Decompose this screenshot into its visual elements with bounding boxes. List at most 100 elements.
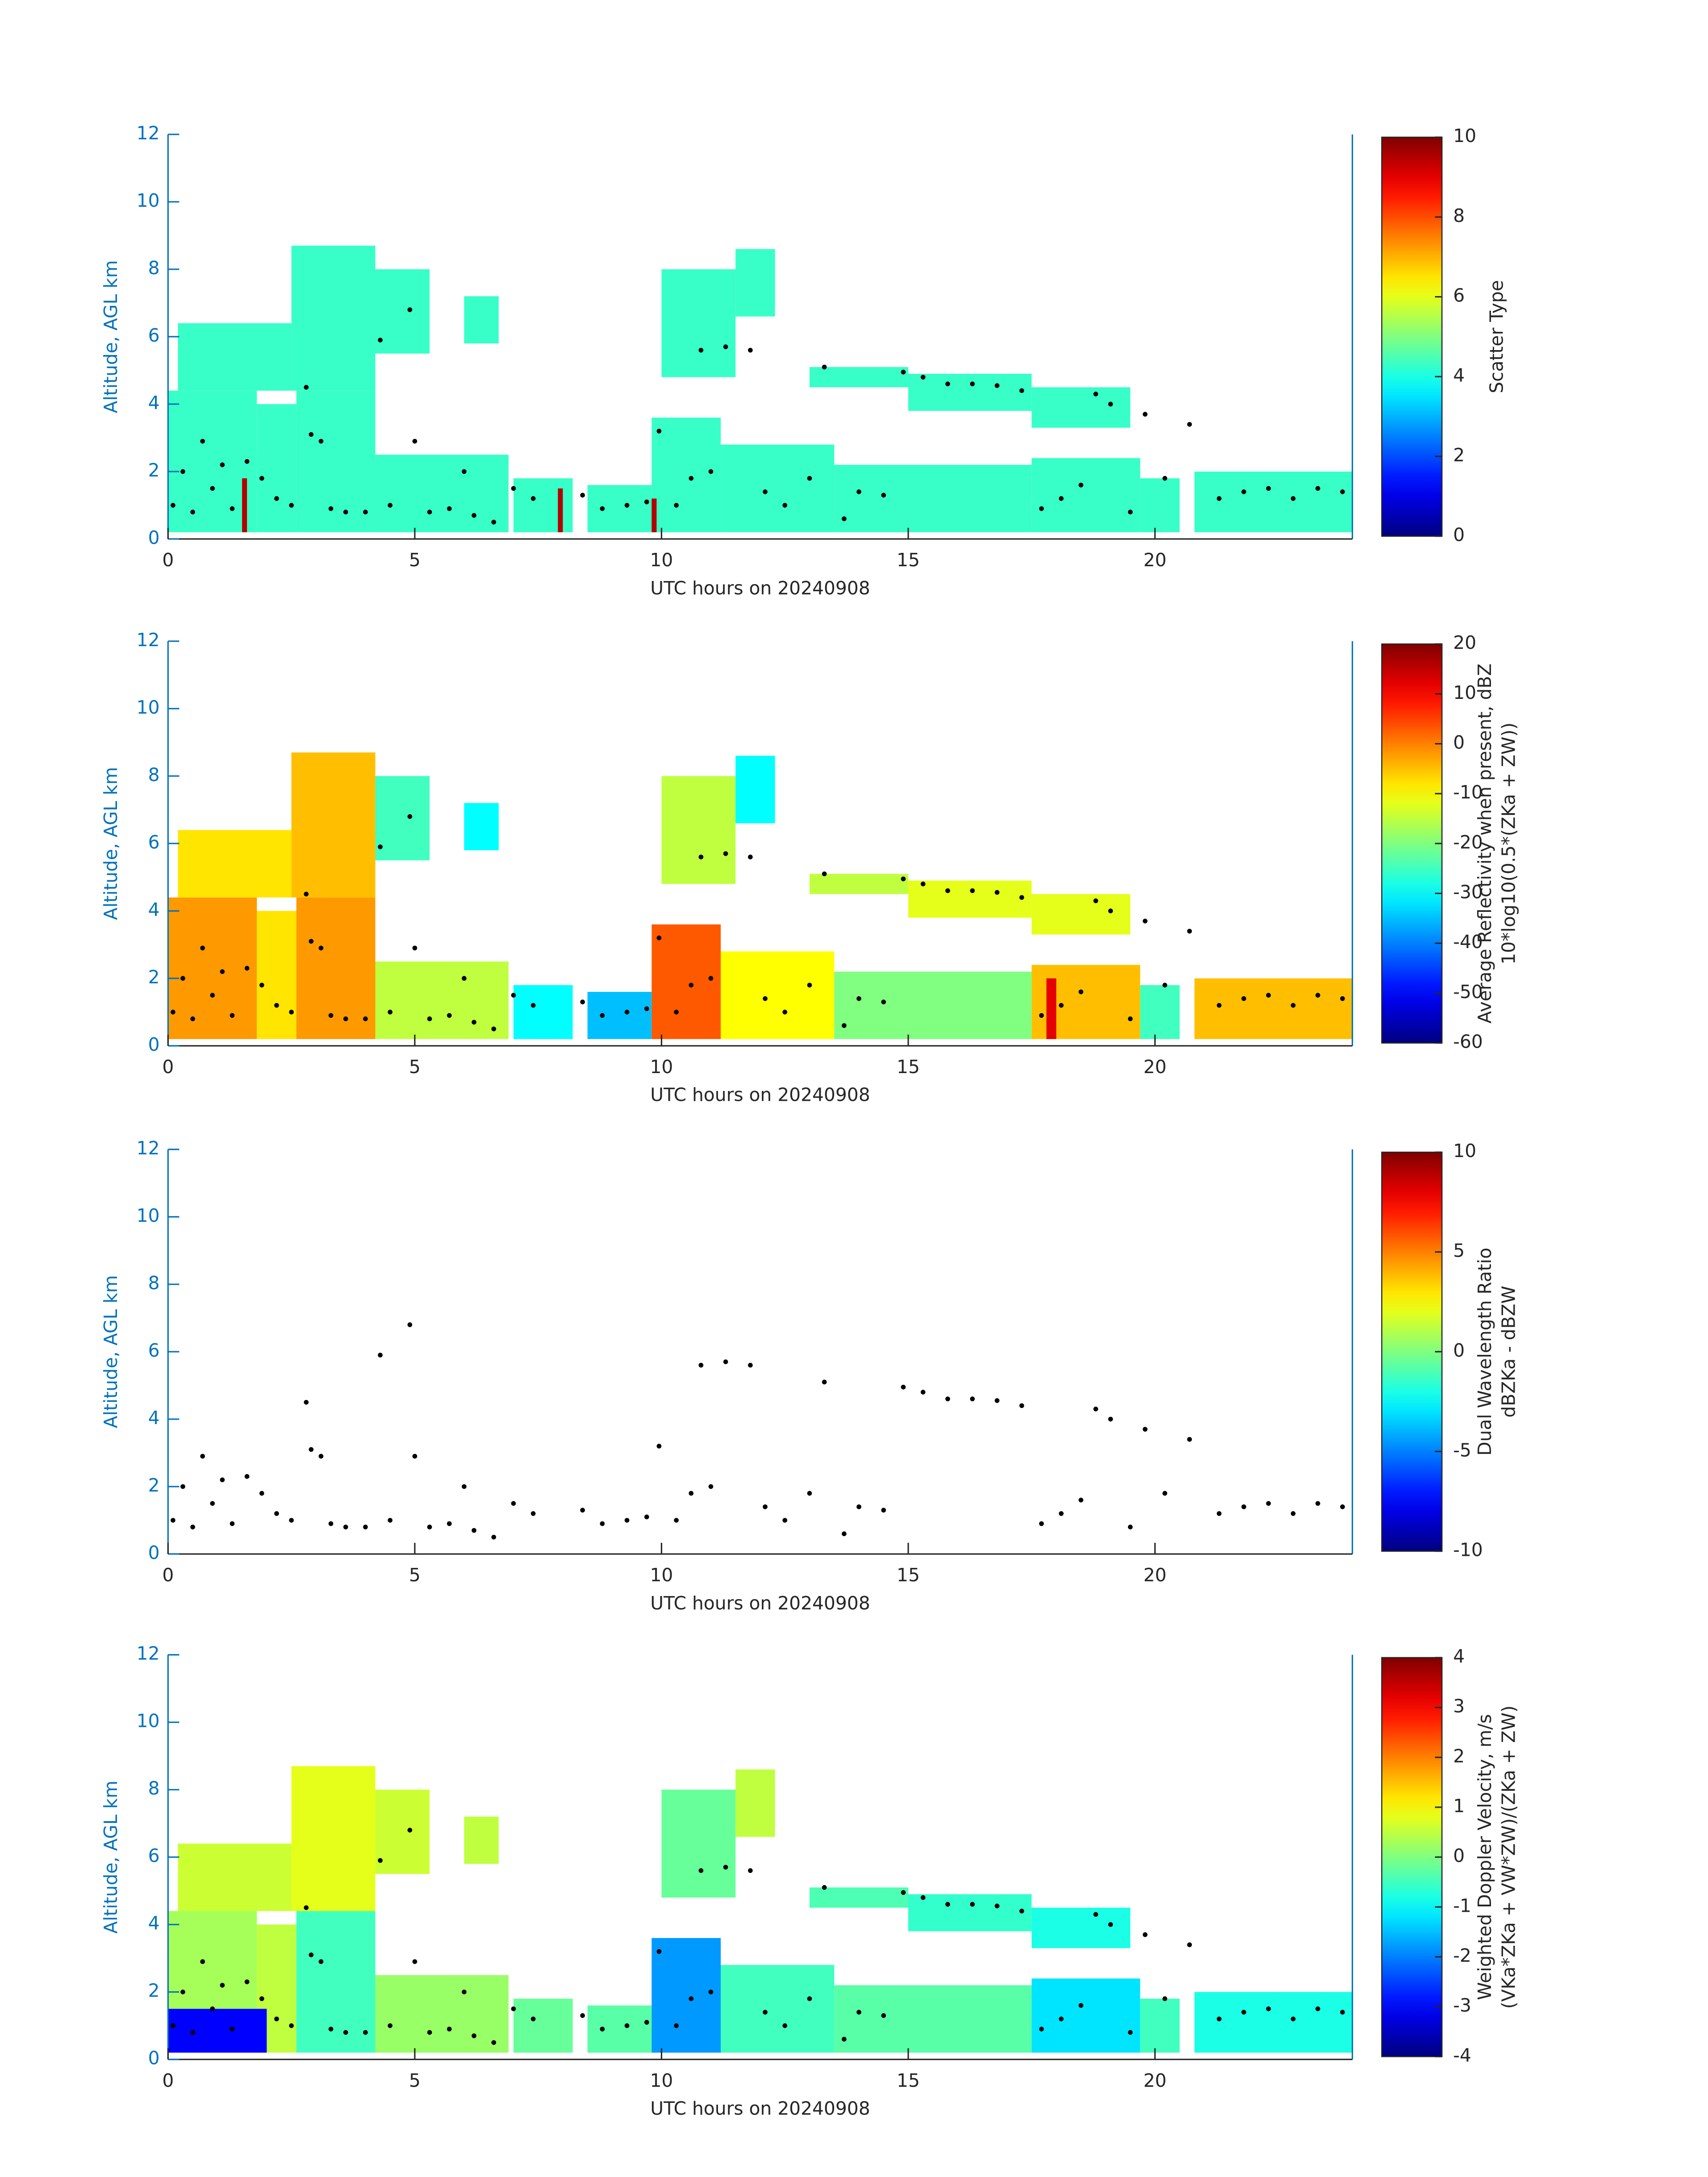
- cloud-base-point: [210, 1501, 215, 1506]
- x-axis-label: UTC hours on 20240908: [650, 1592, 870, 1614]
- cloud-base-point: [1315, 486, 1320, 491]
- cloud-base-point: [656, 1949, 662, 1954]
- colorbar: [1381, 1151, 1443, 1552]
- cloud-base-point: [230, 506, 235, 511]
- cloud-base-point: [708, 469, 714, 474]
- cloud-base-point: [407, 307, 413, 312]
- cloud-base-point: [200, 1959, 205, 1964]
- cloud-base-point: [970, 381, 975, 387]
- cloud-base-point: [171, 2023, 175, 2028]
- colorbar-tick-label: -50: [1453, 981, 1483, 1003]
- cloud-base-point: [656, 429, 662, 434]
- cloud-base-point: [920, 1895, 926, 1900]
- cloud-base-point: [1340, 1504, 1345, 1509]
- cloud-base-point: [920, 1390, 926, 1395]
- field-cell: [464, 1817, 499, 1864]
- x-tick-label: 20: [1144, 549, 1167, 571]
- cloud-base-point: [1216, 1511, 1222, 1516]
- cloud-base-point: [580, 999, 585, 1005]
- field-cell: [1194, 1992, 1353, 2053]
- cloud-base-point: [363, 2030, 368, 2035]
- cloud-base-point: [171, 1518, 175, 1523]
- x-tick-label: 10: [650, 1564, 673, 1586]
- cloud-base-point: [304, 1905, 309, 1910]
- cloud-base-point: [1290, 496, 1296, 501]
- field-cell: [721, 1965, 835, 2053]
- cloud-base-point: [171, 503, 175, 508]
- field-cell: [587, 992, 652, 1039]
- field-cell: [1031, 1907, 1131, 1948]
- cloud-base-point: [491, 519, 497, 525]
- cloud-base-point: [230, 2027, 235, 2032]
- cloud-base-point: [530, 2016, 536, 2022]
- colorbar-tick-label: 0: [1453, 1340, 1465, 1361]
- cloud-base-point: [363, 1016, 368, 1021]
- cloud-base-point: [763, 996, 768, 1001]
- cloud-base-point: [200, 439, 205, 444]
- cloud-base-point: [708, 976, 714, 981]
- cloud-base-point: [289, 2023, 294, 2028]
- field-cell: [809, 1887, 908, 1908]
- cloud-base-point: [822, 364, 827, 370]
- field-cell: [1046, 978, 1057, 1039]
- field-cell: [651, 924, 721, 1039]
- cloud-base-point: [1059, 1003, 1064, 1008]
- field-cell: [587, 2005, 652, 2053]
- field-cell: [908, 880, 1032, 918]
- cloud-base-point: [945, 1902, 950, 1907]
- cloud-base-point: [807, 1996, 812, 2002]
- cloud-base-point: [856, 996, 861, 1001]
- field-cell: [651, 498, 657, 532]
- cloud-base-point: [822, 1885, 827, 1890]
- x-tick-label: 0: [162, 1056, 174, 1078]
- cloud-base-point: [220, 462, 225, 468]
- cloud-base-point: [1187, 422, 1192, 427]
- cloud-base-point: [309, 432, 314, 437]
- field-cell: [587, 485, 652, 532]
- x-tick-label: 0: [162, 549, 174, 571]
- colorbar-label: Dual Wavelength Ratio: [1474, 1248, 1495, 1456]
- x-tick-label: 20: [1144, 1056, 1167, 1078]
- cloud-base-point: [447, 1013, 452, 1018]
- cloud-base-point: [624, 1010, 630, 1015]
- field-cell: [721, 444, 835, 532]
- cloud-base-point: [644, 1514, 649, 1520]
- cloud-base-point: [210, 486, 215, 491]
- cloud-base-point: [407, 814, 413, 819]
- x-tick-label: 5: [409, 1056, 421, 1078]
- field-cell: [721, 951, 835, 1039]
- cloud-base-point: [328, 506, 334, 511]
- cloud-base-point: [491, 1026, 497, 1032]
- cloud-base-point: [190, 1525, 195, 1529]
- colorbar-tick-label: 3: [1453, 1696, 1465, 1717]
- cloud-base-point: [274, 496, 279, 501]
- cloud-base-point: [644, 2020, 649, 2025]
- cloud-base-point: [491, 1534, 497, 1540]
- cloud-base-point: [901, 369, 906, 375]
- cloud-base-point: [1340, 2010, 1345, 2015]
- cloud-base-point: [511, 1501, 516, 1506]
- x-tick-label: 15: [897, 2070, 920, 2091]
- cloud-base-point: [378, 338, 383, 343]
- cloud-base-point: [1187, 1942, 1192, 1947]
- cloud-base-point: [945, 888, 950, 893]
- cloud-base-point: [644, 499, 649, 505]
- cloud-base-point: [388, 1518, 393, 1523]
- cloud-base-point: [304, 891, 309, 897]
- cloud-base-point: [841, 2037, 847, 2042]
- field-cell: [661, 776, 736, 884]
- cloud-base-point: [1216, 2016, 1222, 2022]
- cloud-base-point: [970, 1396, 975, 1401]
- field-cell: [291, 1766, 376, 1911]
- field-cell: [1194, 471, 1353, 532]
- cloud-base-point: [427, 1016, 432, 1021]
- field-cell: [661, 269, 736, 377]
- x-tick-label: 15: [897, 549, 920, 571]
- field-cell: [735, 1769, 775, 1837]
- cloud-base-point: [462, 1989, 467, 1994]
- cloud-base-point: [1039, 1521, 1044, 1526]
- cloud-base-point: [304, 384, 309, 390]
- cloud-base-point: [856, 489, 861, 494]
